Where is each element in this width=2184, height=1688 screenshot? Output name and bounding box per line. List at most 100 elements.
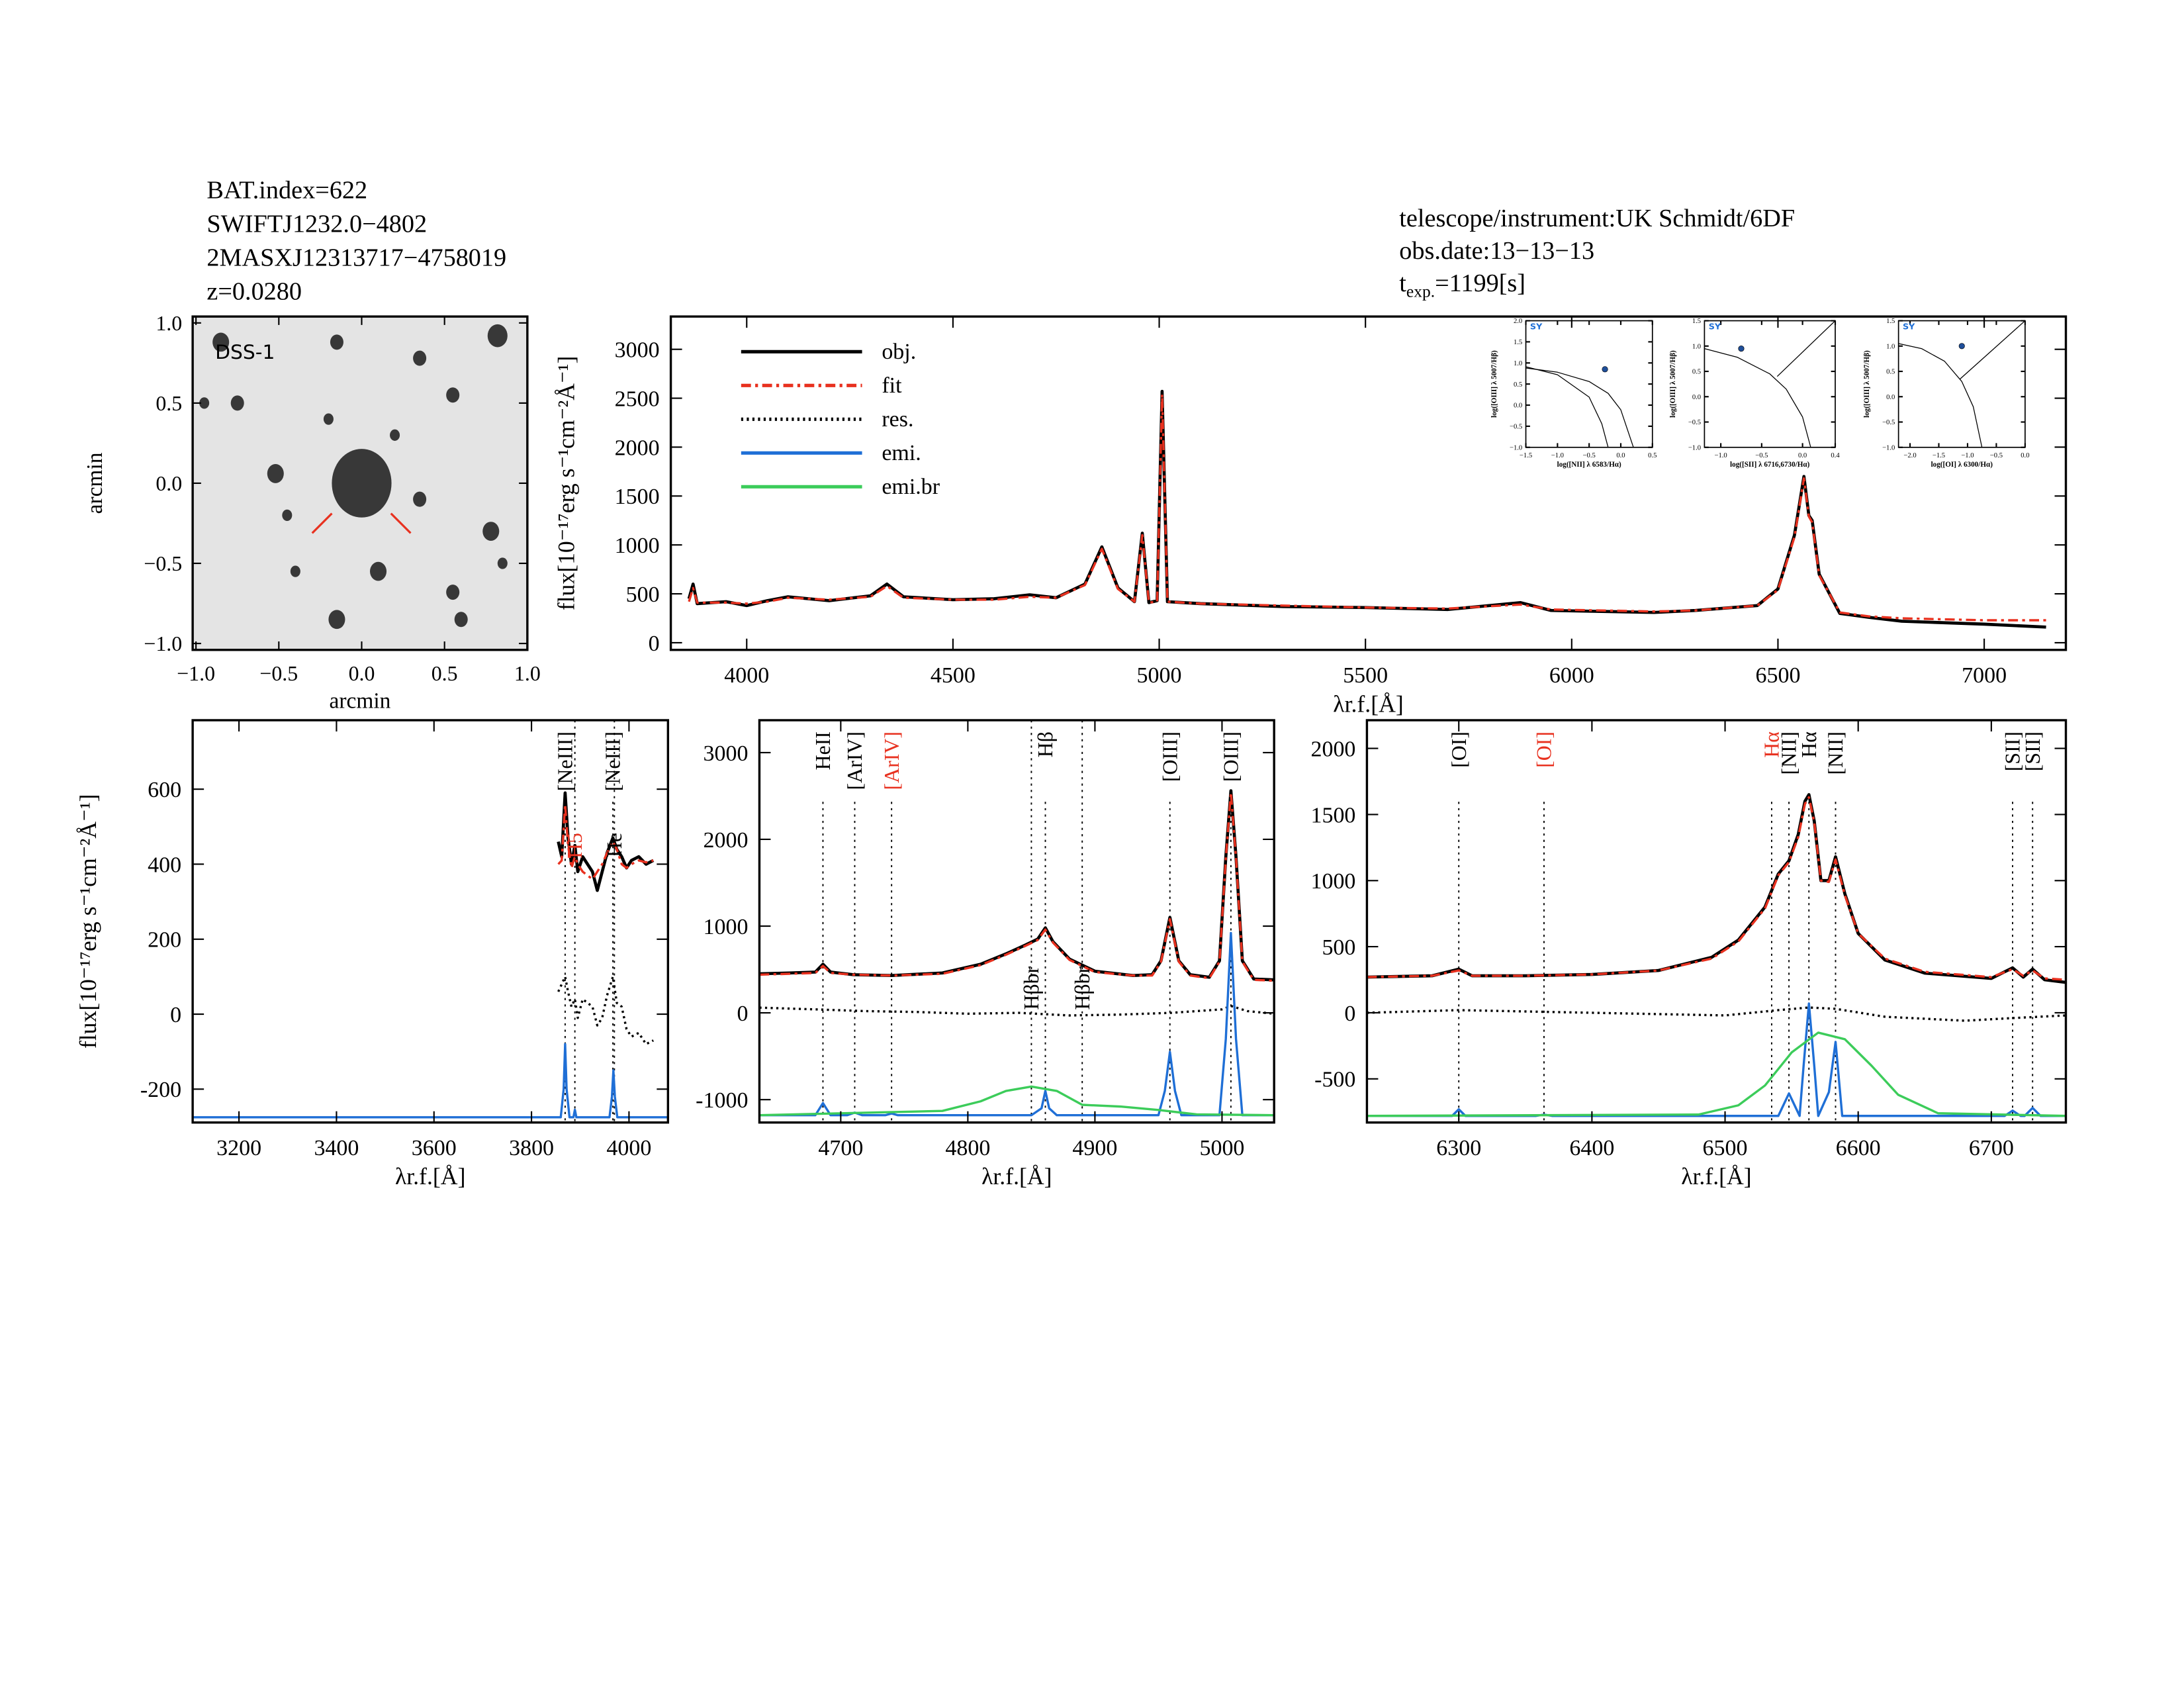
x-tick-label: −1.5 [1520,452,1532,459]
x-tick-label: 3600 [412,1136,457,1160]
line-label: Hα [1797,731,1821,758]
y-tick-label: 1500 [1310,803,1355,827]
line-label: [ArIV] [880,731,903,790]
x-tick-label: 1.0 [514,662,541,685]
source [370,561,387,581]
x-tick-label: −2.0 [1903,452,1916,459]
y-tick-label: 2000 [1310,737,1355,761]
source [390,429,400,441]
line-label: [NII] [1778,731,1801,774]
header-line: z=0.0280 [206,278,302,306]
x-tick-label: 3800 [509,1136,554,1160]
y-tick-label: 0 [1344,1002,1355,1026]
y-tick-label: −0.5 [1510,424,1522,431]
y-tick-label: 0 [649,632,660,656]
y-tick-label: 2000 [615,436,660,460]
line-label: HeII [811,731,835,770]
line-label: Hβ [1034,731,1057,757]
x-axis-label: λr.f.[Å] [395,1163,466,1190]
y-tick-label: −1.0 [1688,444,1701,451]
x-tick-label: −1.0 [177,662,215,685]
series-line [557,975,655,1046]
axes-frame [1525,320,1653,448]
source [413,350,427,366]
y-tick-label: 1.5 [1514,339,1522,346]
source [230,395,244,411]
x-tick-label: −0.5 [1990,452,2003,459]
y-tick-label: 3000 [703,741,748,766]
axes-frame [669,315,2068,651]
y-tick-label: −0.5 [144,552,182,575]
series-line [557,791,655,892]
y-tick-label: 1000 [1310,869,1355,894]
line-label: [OIII] [1158,731,1181,782]
legend-label: obj. [882,340,916,364]
series-line [1776,320,1836,377]
line-label: Hβbr [1020,966,1043,1009]
y-tick-label: -200 [140,1078,181,1102]
y-tick-label: 1500 [615,485,660,509]
y-axis-label: log([OIII] λ 5007/Hβ) [1863,350,1871,418]
y-tick-label: 0.0 [1514,402,1522,410]
exposure-subscript: exp. [1406,281,1435,301]
y-tick-label: 500 [626,583,660,607]
point [1958,343,1965,350]
exposure-value: =1199[s] [1435,269,1525,297]
x-tick-label: 0.0 [2021,452,2029,459]
line-label: [SII] [2021,731,2044,771]
x-tick-label: 5500 [1343,663,1388,688]
header-line: 2MASXJ12313717−4758019 [206,244,506,272]
series-line [1367,1006,2066,1022]
x-tick-label: 6000 [1549,663,1594,688]
y-tick-label: −1.0 [1510,444,1522,451]
source [282,509,293,522]
y-axis-label: log([OIII] λ 5007/Hβ) [1669,350,1677,418]
y-tick-label: 500 [1322,935,1355,960]
y-tick-label: 0 [737,1002,748,1026]
x-tick-label: 3200 [216,1136,261,1160]
y-tick-label: 1.0 [1514,360,1522,367]
x-tick-label: 7000 [1962,663,2007,688]
line-label: Hβbr [1071,966,1094,1009]
series-line [1704,348,1811,447]
source [446,585,460,600]
x-tick-label: 4900 [1072,1136,1117,1160]
source [454,612,468,628]
y-tick-label: 0.5 [1514,381,1522,389]
y-tick-label: −0.5 [1688,419,1701,426]
plot-area [1704,320,1836,447]
plot-area [1898,320,2025,447]
y-tick-label: -500 [1314,1068,1355,1092]
line-label: [OI] [1533,731,1556,768]
y-tick-label: 2000 [703,828,748,853]
x-tick-label: −0.5 [1755,452,1768,459]
y-tick-label: 1.0 [1886,343,1895,350]
series-line [193,1043,668,1119]
source [487,324,508,348]
y-tick-label: 0.5 [1692,369,1701,376]
series-line [557,803,654,880]
y-axis-label: flux[10⁻¹⁷erg s⁻¹cm⁻²Å⁻¹] [75,794,101,1049]
x-tick-label: 0.5 [1648,452,1657,459]
header-line: obs.date:13−13−13 [1399,237,1594,265]
line-label: [ArIV] [843,731,866,790]
x-axis-label: λr.f.[Å] [1681,1163,1752,1190]
x-tick-label: −0.5 [1583,452,1596,459]
axes-frame [1704,320,1836,448]
y-tick-label: 1000 [615,534,660,558]
class-label: SY [1530,322,1543,332]
source [482,522,500,541]
x-tick-label: 5000 [1199,1136,1244,1160]
source [267,464,284,483]
header-line: telescope/instrument:UK Schmidt/6DF [1399,205,1795,232]
plot-area [1367,793,2066,1123]
legend-label: res. [882,407,913,432]
y-tick-label: 200 [148,928,181,953]
axes-frame [1897,320,2026,448]
source [212,332,230,352]
x-tick-label: 0.5 [432,662,458,685]
x-tick-label: 6700 [1969,1136,2014,1160]
y-tick-label: 0 [170,1003,181,1027]
line-label: [OIII] [1220,731,1243,782]
